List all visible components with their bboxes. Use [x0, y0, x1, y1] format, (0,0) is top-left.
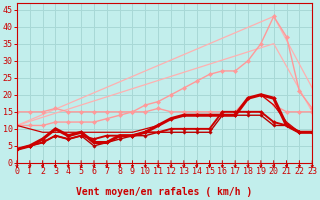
X-axis label: Vent moyen/en rafales ( km/h ): Vent moyen/en rafales ( km/h ): [76, 187, 253, 197]
